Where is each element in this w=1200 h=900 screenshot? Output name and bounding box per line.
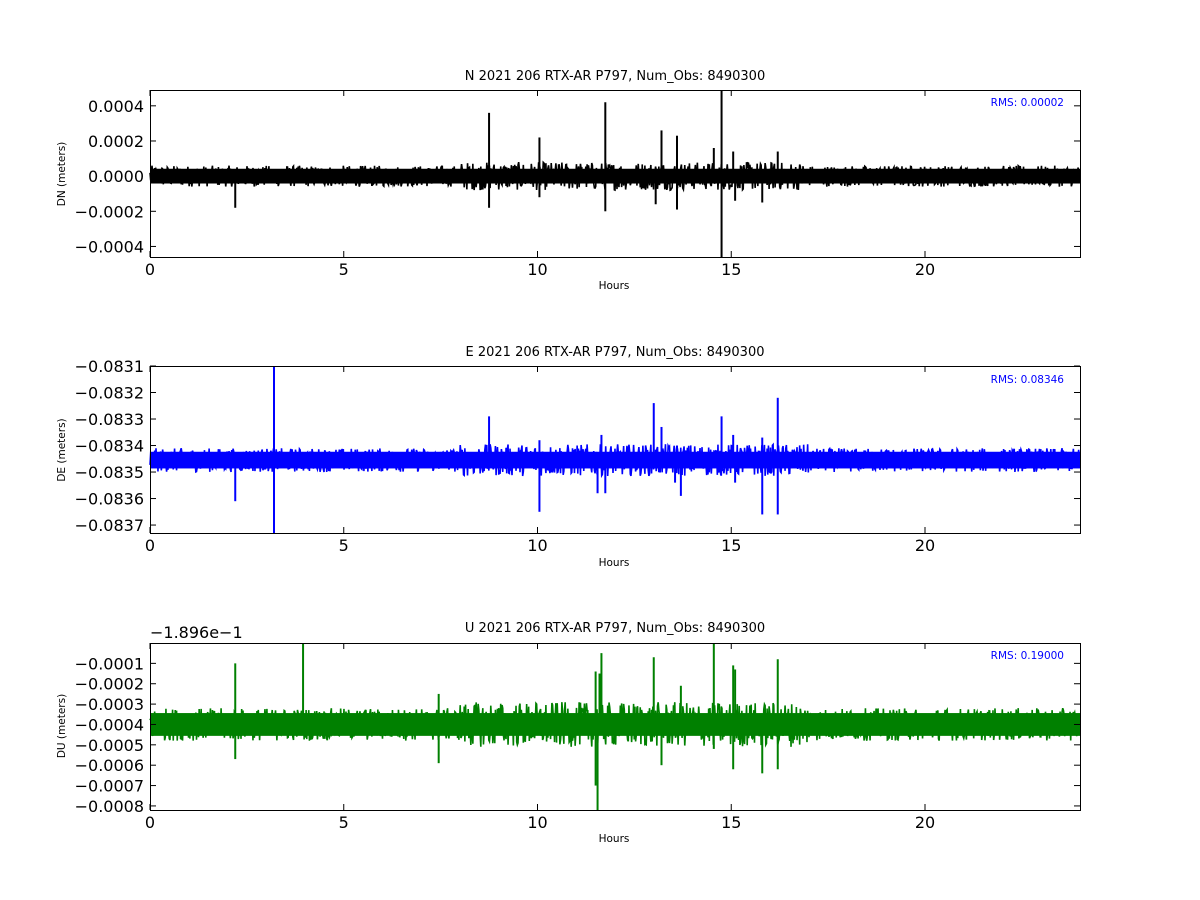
panel-u-ytick-label-2: −0.0003 [75,695,144,714]
panel-e-ytick-label-3: −0.0834 [75,437,144,456]
panel-n-xtick-label-3: 15 [721,260,741,279]
panel-n-xlabel: Hours [599,280,630,292]
panel-e-frame [150,366,1081,534]
panel-n-ytick-label-0: 0.0004 [88,97,144,116]
panel-u-ytick-label-7: −0.0008 [75,797,144,816]
panel-u-offset-label: −1.896e−1 [150,623,243,642]
panel-u-xtick-label-4: 20 [915,813,935,832]
panel-u-xtick-label-0: 0 [145,813,155,832]
panel-n-rms-annotation: RMS: 0.00002 [991,97,1064,109]
panel-n-ylabel: DN (meters) [56,142,68,207]
panel-u-title: U 2021 206 RTX-AR P797, Num_Obs: 8490300 [465,621,765,636]
panel-u-ytick-label-3: −0.0004 [75,715,144,734]
panel-u-xtick-label-3: 15 [721,813,741,832]
panel-n-ytick-label-1: 0.0002 [88,132,144,151]
panel-e-title: E 2021 206 RTX-AR P797, Num_Obs: 8490300 [466,345,765,360]
panel-n-xtick-label-0: 0 [145,260,155,279]
panel-u-noise-band [150,713,1080,736]
panel-u-ytick-label-5: −0.0006 [75,756,144,775]
panel-e-ylabel: DE (meters) [56,418,68,481]
panel-n-xtick-label-1: 5 [339,260,349,279]
panel-e-series [149,366,1081,533]
panel-e-ticks: 0 5 10 15 20 −0.0831 −0.0832 −0.0833 −0.0834 −0.0… [75,357,1080,555]
panel-n-series [149,90,1081,257]
panel-e-xtick-label-2: 10 [527,536,547,555]
panel-u-ytick-label-0: −0.0001 [75,654,144,673]
panel-u-frame [150,643,1081,811]
panel-u-ytick-label-1: −0.0002 [75,675,144,694]
panel-n-frame [150,90,1081,258]
panel-n-ytick-label-2: 0.0000 [88,167,144,186]
panel-u-xtick-label-1: 5 [339,813,349,832]
panel-u-series [149,643,1081,810]
panel-n-title: N 2021 206 RTX-AR P797, Num_Obs: 8490300 [465,69,765,84]
panel-n-ticks: 0 5 10 15 20 0.0004 0.0002 0.0000 −0.0002 −0.0004 [75,90,1080,279]
panel-u-ytick-label-6: −0.0007 [75,777,144,796]
panel-n-noise-band [150,168,1080,184]
panel-u-rms-annotation: RMS: 0.19000 [991,650,1064,662]
panel-e-ytick-label-2: −0.0833 [75,410,144,429]
panel-u-xlabel: Hours [599,833,630,845]
panel-u-ytick-label-4: −0.0005 [75,736,144,755]
panel-n: N 2021 206 RTX-AR P797, Num_Obs: 8490300… [56,69,1081,292]
panel-n-xtick-label-2: 10 [527,260,547,279]
panel-e-xtick-label-3: 15 [721,536,741,555]
panel-e-rms-annotation: RMS: 0.08346 [991,374,1065,386]
panel-e-xtick-label-0: 0 [145,536,155,555]
panel-n-ytick-label-4: −0.0004 [75,237,144,256]
panel-e-ytick-label-6: −0.0837 [75,516,144,535]
panel-u-ticks: 0 5 10 15 20 −0.0001 −0.0002−0.0003−0.0004 −0.0… [75,643,1080,832]
panel-e-ytick-label-4: −0.0835 [75,463,144,482]
panel-u: U 2021 206 RTX-AR P797, Num_Obs: 8490300… [56,621,1081,845]
panel-e-ytick-label-0: −0.0831 [75,357,144,376]
panel-e-xtick-label-4: 20 [915,536,935,555]
panel-e-ytick-label-5: −0.0836 [75,490,144,509]
panel-e-ytick-label-1: −0.0832 [75,384,144,403]
panel-n-xtick-label-4: 20 [915,260,935,279]
panel-u-ylabel: DU (meters) [56,694,68,758]
panel-e: E 2021 206 RTX-AR P797, Num_Obs: 8490300… [56,345,1081,569]
panel-e-xlabel: Hours [599,557,630,569]
panel-e-noise-band [150,451,1080,469]
panel-e-xtick-label-1: 5 [339,536,349,555]
panel-n-ytick-label-3: −0.0002 [75,202,144,221]
panel-u-xtick-label-2: 10 [527,813,547,832]
